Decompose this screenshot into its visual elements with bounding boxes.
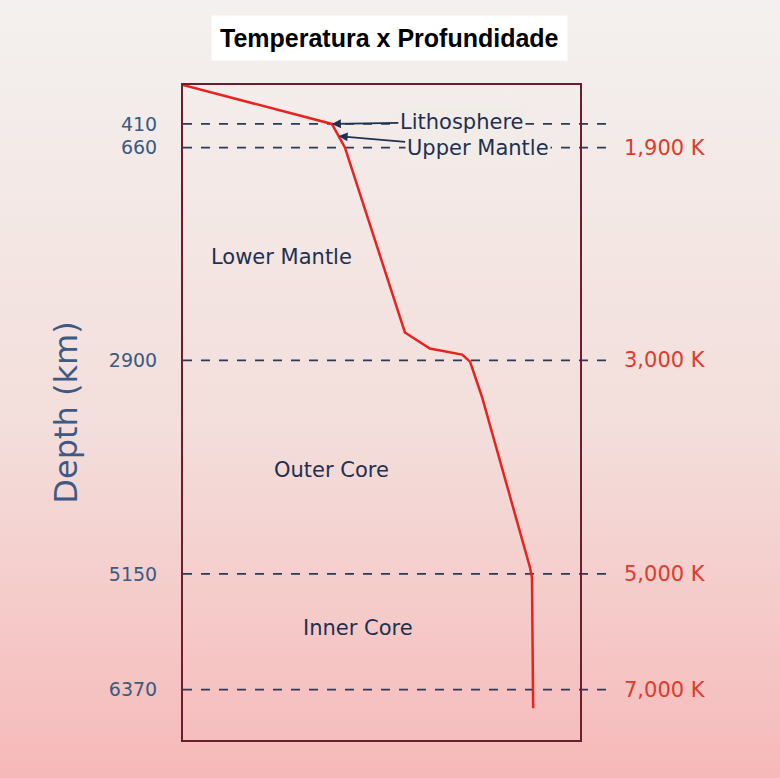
svg-text:Lower Mantle: Lower Mantle [211, 245, 352, 269]
svg-text:Inner Core: Inner Core [303, 616, 413, 640]
svg-text:1,900 K: 1,900 K [624, 136, 706, 160]
svg-text:Lithosphere: Lithosphere [400, 110, 524, 134]
svg-text:6370: 6370 [109, 678, 157, 700]
svg-text:3,000 K: 3,000 K [624, 348, 706, 372]
svg-text:5150: 5150 [109, 563, 157, 585]
svg-text:Temperatura x Profundidade: Temperatura x Profundidade [220, 24, 559, 52]
svg-text:7,000 K: 7,000 K [624, 678, 706, 702]
svg-text:2900: 2900 [109, 349, 157, 371]
svg-text:410: 410 [121, 113, 157, 135]
svg-text:Depth (km): Depth (km) [47, 321, 85, 503]
svg-text:Upper Mantle: Upper Mantle [407, 136, 549, 160]
svg-text:Outer Core: Outer Core [274, 458, 389, 482]
svg-text:5,000 K: 5,000 K [624, 562, 706, 586]
svg-text:660: 660 [121, 136, 157, 158]
